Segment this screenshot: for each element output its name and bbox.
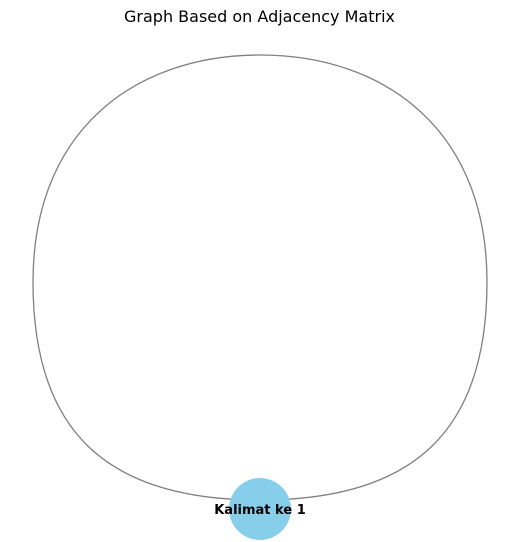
- graph-node: Kalimat ke 1: [214, 478, 306, 540]
- node-circle: [229, 478, 291, 540]
- node-label: Kalimat ke 1: [214, 503, 306, 518]
- graph-title: Graph Based on Adjacency Matrix: [124, 7, 395, 26]
- self-loop-edge: [32, 54, 488, 501]
